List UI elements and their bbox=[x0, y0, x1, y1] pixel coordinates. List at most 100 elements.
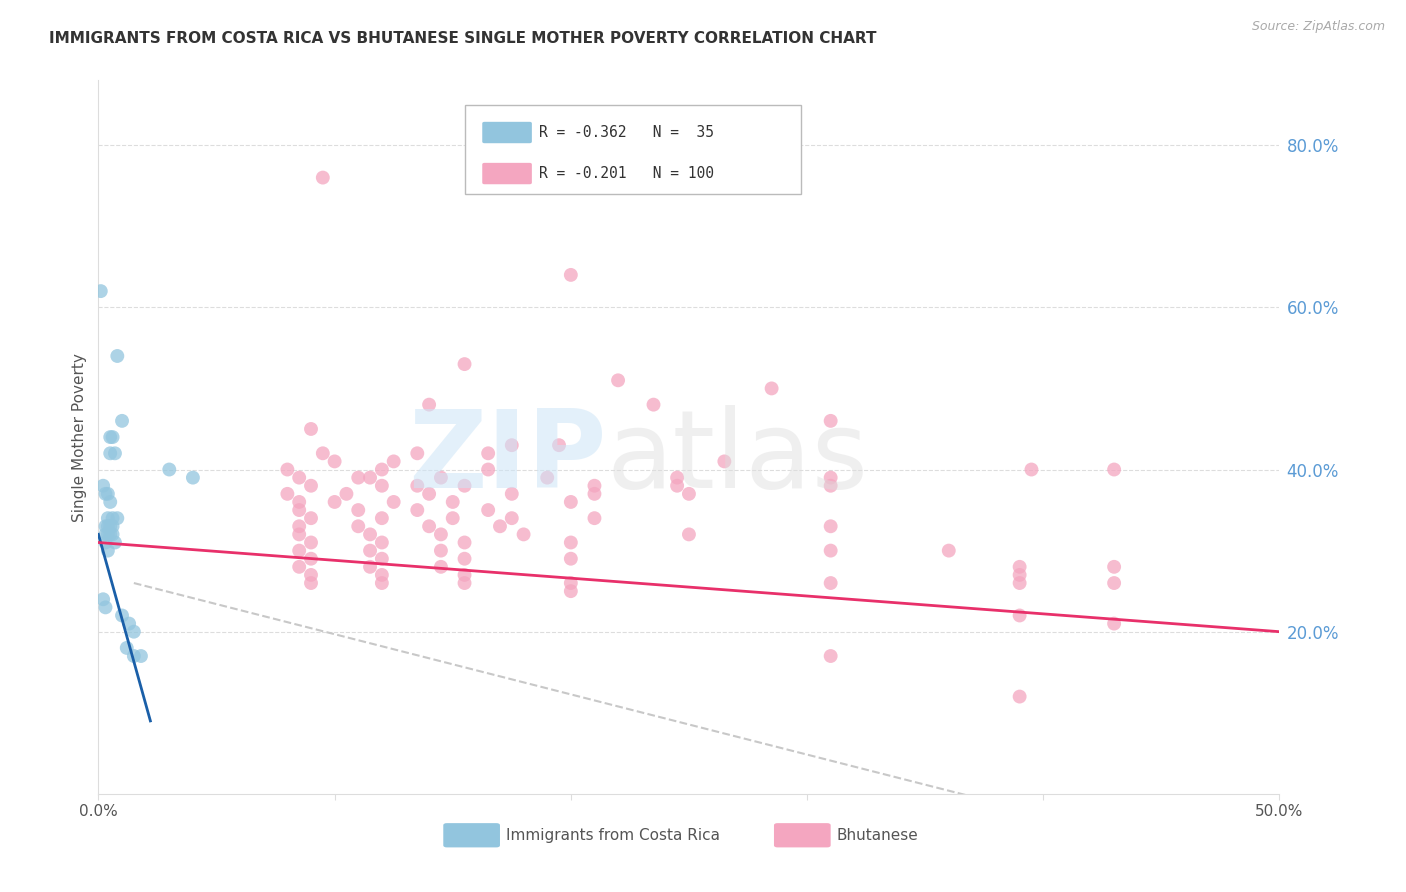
FancyBboxPatch shape bbox=[482, 122, 531, 144]
Point bbox=[820, 543, 842, 558]
Point bbox=[288, 527, 311, 541]
Point bbox=[312, 170, 335, 185]
FancyBboxPatch shape bbox=[482, 163, 531, 185]
Point bbox=[820, 519, 842, 533]
Point bbox=[276, 487, 298, 501]
Point bbox=[288, 470, 311, 484]
Point bbox=[713, 454, 735, 468]
Text: Source: ZipAtlas.com: Source: ZipAtlas.com bbox=[1251, 20, 1385, 33]
Point bbox=[1021, 462, 1043, 476]
FancyBboxPatch shape bbox=[773, 823, 831, 847]
Point bbox=[91, 592, 114, 607]
Point bbox=[181, 470, 204, 484]
Point bbox=[122, 648, 145, 663]
Point bbox=[101, 519, 124, 533]
Point bbox=[418, 398, 440, 412]
Point bbox=[371, 462, 394, 476]
Point bbox=[583, 479, 606, 493]
Point bbox=[94, 519, 117, 533]
Point bbox=[430, 470, 453, 484]
Point bbox=[347, 470, 370, 484]
Point bbox=[299, 551, 322, 566]
Point bbox=[101, 527, 124, 541]
Point bbox=[418, 519, 440, 533]
Point bbox=[489, 519, 512, 533]
Point bbox=[97, 487, 120, 501]
Point bbox=[288, 503, 311, 517]
Point bbox=[441, 495, 464, 509]
FancyBboxPatch shape bbox=[443, 823, 501, 847]
Point bbox=[122, 624, 145, 639]
Point bbox=[678, 527, 700, 541]
Point bbox=[299, 576, 322, 591]
Point bbox=[453, 576, 475, 591]
Point bbox=[1008, 568, 1031, 582]
Point bbox=[430, 559, 453, 574]
Point bbox=[111, 414, 134, 428]
Text: R = -0.362   N =  35: R = -0.362 N = 35 bbox=[538, 125, 714, 140]
Point bbox=[299, 511, 322, 525]
Text: IMMIGRANTS FROM COSTA RICA VS BHUTANESE SINGLE MOTHER POVERTY CORRELATION CHART: IMMIGRANTS FROM COSTA RICA VS BHUTANESE … bbox=[49, 31, 877, 46]
Point bbox=[477, 503, 499, 517]
Point bbox=[371, 551, 394, 566]
Point bbox=[104, 535, 127, 549]
Point bbox=[607, 373, 630, 387]
Point bbox=[820, 470, 842, 484]
Point bbox=[1102, 462, 1125, 476]
Point bbox=[583, 511, 606, 525]
Point bbox=[501, 438, 523, 452]
Point bbox=[1102, 616, 1125, 631]
Point bbox=[97, 527, 120, 541]
Point bbox=[560, 268, 582, 282]
Point bbox=[430, 543, 453, 558]
Point bbox=[1008, 690, 1031, 704]
Point bbox=[1008, 576, 1031, 591]
Point bbox=[157, 462, 180, 476]
Point bbox=[323, 454, 346, 468]
Point bbox=[111, 608, 134, 623]
FancyBboxPatch shape bbox=[464, 105, 801, 194]
Point bbox=[94, 487, 117, 501]
Point bbox=[666, 470, 689, 484]
Point bbox=[501, 487, 523, 501]
Text: ZIP: ZIP bbox=[408, 406, 606, 511]
Point bbox=[938, 543, 960, 558]
Point bbox=[418, 487, 440, 501]
Y-axis label: Single Mother Poverty: Single Mother Poverty bbox=[72, 352, 87, 522]
Point bbox=[98, 430, 121, 444]
Point bbox=[643, 398, 665, 412]
Point bbox=[453, 535, 475, 549]
Point bbox=[299, 422, 322, 436]
Text: atlas: atlas bbox=[606, 406, 869, 511]
Point bbox=[94, 600, 117, 615]
Point bbox=[97, 519, 120, 533]
Text: Bhutanese: Bhutanese bbox=[837, 828, 918, 843]
Point bbox=[104, 446, 127, 460]
Point bbox=[371, 535, 394, 549]
Point bbox=[371, 479, 394, 493]
Point bbox=[347, 519, 370, 533]
Point bbox=[1008, 608, 1031, 623]
Point bbox=[90, 284, 112, 298]
Point bbox=[382, 454, 405, 468]
Point bbox=[323, 495, 346, 509]
Point bbox=[1008, 559, 1031, 574]
Point bbox=[359, 470, 381, 484]
Point bbox=[98, 495, 121, 509]
Point bbox=[371, 568, 394, 582]
Point bbox=[453, 357, 475, 371]
Point bbox=[91, 479, 114, 493]
Point bbox=[560, 535, 582, 549]
Point bbox=[276, 462, 298, 476]
Point bbox=[406, 503, 429, 517]
Point bbox=[406, 446, 429, 460]
Point bbox=[820, 414, 842, 428]
Point bbox=[101, 511, 124, 525]
Point bbox=[453, 551, 475, 566]
Point bbox=[1102, 559, 1125, 574]
Point bbox=[501, 511, 523, 525]
Point bbox=[288, 519, 311, 533]
Point bbox=[477, 462, 499, 476]
Point bbox=[453, 568, 475, 582]
Point bbox=[477, 446, 499, 460]
